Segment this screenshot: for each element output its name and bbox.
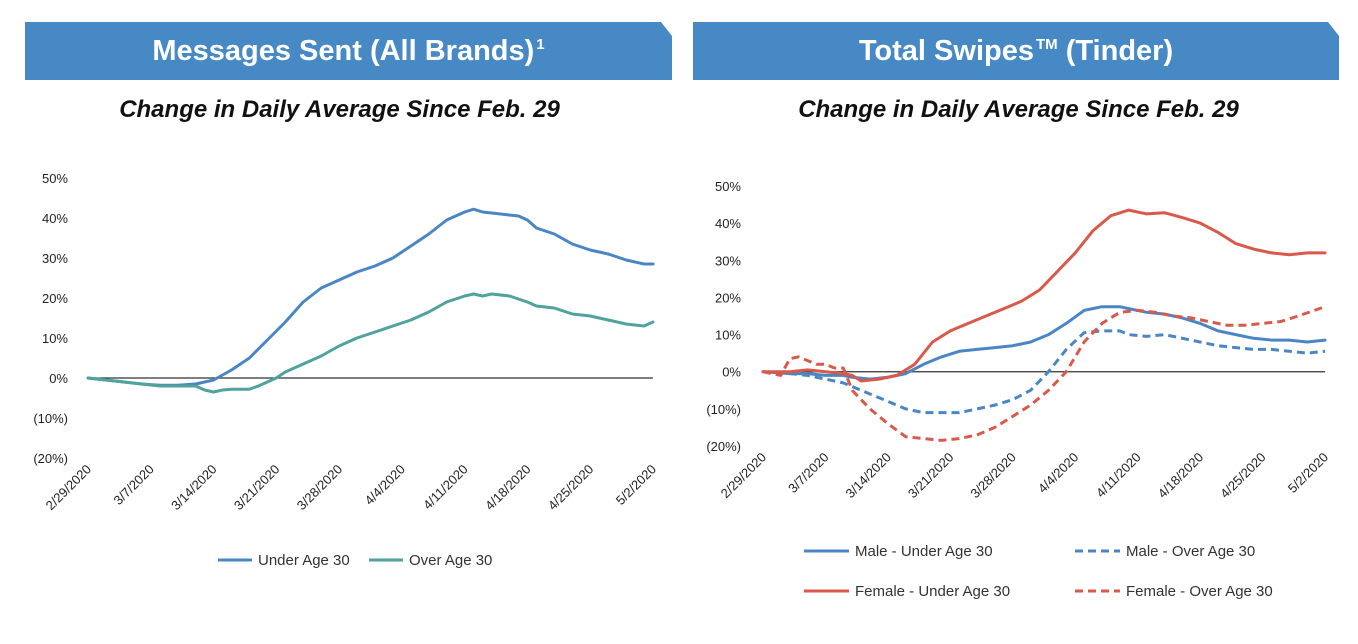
x-tick-label: 3/14/2020	[843, 450, 895, 502]
y-tick-label: 50%	[42, 171, 68, 186]
y-tick-label: (10%)	[33, 411, 68, 426]
x-tick-label: 3/28/2020	[294, 462, 346, 514]
y-tick-label: (20%)	[706, 439, 741, 454]
chart-subtitle: Change in Daily Average Since Feb. 29	[798, 96, 1239, 123]
legend-label: Under Age 30	[258, 552, 350, 569]
x-tick-label: 4/25/2020	[1217, 450, 1269, 502]
trademark-marker: TM	[1035, 36, 1058, 53]
x-tick-label: 2/29/2020	[718, 450, 770, 502]
swipes-panel: Total Swipes TM (Tinder) Change in Daily …	[679, 0, 1358, 644]
x-tick-label: 5/2/2020	[613, 462, 659, 508]
banner-title: Messages Sent (All Brands) 1	[25, 22, 672, 80]
legend-label: Male - Over Age 30	[1126, 543, 1255, 560]
banner-title-suffix: (Tinder)	[1057, 35, 1174, 67]
messages-banner: Messages Sent (All Brands) 1	[25, 22, 672, 80]
y-tick-label: 10%	[42, 331, 68, 346]
legend-label: Female - Over Age 30	[1126, 583, 1273, 600]
swipes-chart: 50% 40% 30% 20% 10% 0% (10%) (20%)2/29/2020 3/7/…	[706, 179, 1331, 600]
x-tick-label: 3/14/2020	[168, 462, 220, 514]
series-line	[762, 329, 1326, 415]
y-tick-label: (10%)	[706, 402, 741, 417]
chart-subtitle: Change in Daily Average Since Feb. 29	[119, 96, 560, 123]
banner-shape	[693, 22, 1339, 80]
y-tick-label: 50%	[715, 179, 741, 194]
x-tick-label: 4/4/2020	[362, 462, 408, 508]
y-tick-label: 40%	[715, 216, 741, 231]
x-tick-label: 4/18/2020	[482, 462, 534, 514]
x-tick-label: 4/11/2020	[1093, 450, 1144, 501]
messages-chart: 50% 40% 30% 20% 10% 0% (10%) (20%)2/29/2020 3/7/…	[33, 171, 659, 569]
banner-title-text: Total Swipes	[858, 35, 1034, 67]
y-tick-label: 20%	[715, 290, 741, 305]
y-tick-label: 20%	[42, 291, 68, 306]
x-tick-label: 2/29/2020	[43, 462, 95, 514]
legend-label: Male - Under Age 30	[855, 543, 993, 560]
x-tick-label: 4/4/2020	[1035, 450, 1081, 496]
x-tick-label: 4/25/2020	[545, 462, 597, 514]
legend-label: Female - Under Age 30	[855, 583, 1010, 600]
series-line	[86, 292, 655, 394]
y-tick-label: 0%	[49, 371, 68, 386]
y-tick-label: 30%	[42, 251, 68, 266]
series-line	[761, 208, 1327, 383]
banner-shape	[25, 22, 672, 80]
messages-panel: Messages Sent (All Brands) 1 Change in Da…	[25, 22, 672, 569]
x-tick-label: 4/18/2020	[1155, 450, 1207, 502]
swipes-banner: Total Swipes TM (Tinder)	[693, 22, 1339, 80]
banner-title: Total Swipes TM (Tinder)	[693, 22, 1339, 80]
y-tick-label: 40%	[42, 211, 68, 226]
series-line	[761, 305, 1327, 381]
y-tick-label: (20%)	[33, 451, 68, 466]
series-line	[86, 207, 655, 387]
y-tick-label: 10%	[715, 328, 741, 343]
y-tick-label: 0%	[722, 365, 741, 380]
x-tick-label: 3/7/2020	[785, 450, 831, 496]
x-tick-label: 5/2/2020	[1285, 450, 1331, 496]
x-tick-label: 3/21/2020	[905, 450, 957, 502]
banner-title-text: Messages Sent (All Brands)	[152, 35, 535, 67]
series-line	[762, 305, 1326, 442]
x-tick-label: 4/11/2020	[420, 462, 471, 513]
footnote-marker: 1	[536, 36, 545, 53]
x-tick-label: 3/7/2020	[111, 462, 157, 508]
x-tick-label: 3/28/2020	[967, 450, 1019, 502]
y-tick-label: 30%	[715, 253, 741, 268]
x-tick-label: 3/21/2020	[231, 462, 283, 514]
legend-label: Over Age 30	[409, 552, 492, 569]
